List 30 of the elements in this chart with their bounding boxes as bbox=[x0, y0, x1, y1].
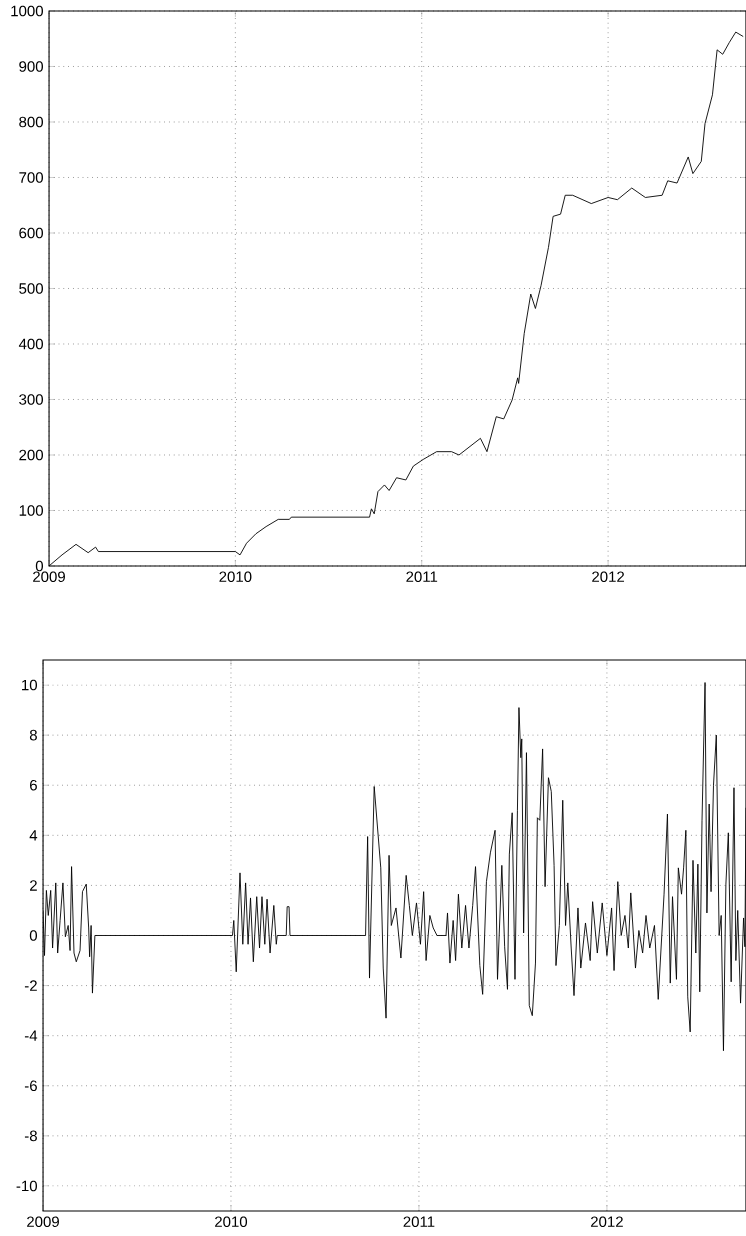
x-tick-label: 2012 bbox=[592, 571, 625, 583]
y-tick-label: -10 bbox=[16, 1180, 37, 1192]
y-tick-label: 300 bbox=[19, 394, 43, 405]
y-tick-label: 600 bbox=[19, 227, 43, 239]
y-tick-label: 100 bbox=[19, 505, 43, 516]
y-tick-label: 900 bbox=[19, 61, 43, 72]
x-tick-label: 2011 bbox=[403, 1216, 435, 1228]
y-tick-label: -2 bbox=[24, 980, 37, 991]
x-tick-label: 2009 bbox=[27, 1216, 59, 1228]
y-tick-label: 6 bbox=[30, 779, 37, 791]
x-tick-label: 2012 bbox=[590, 1216, 623, 1228]
y-tick-label: 200 bbox=[19, 449, 43, 461]
x-tick-label: 2009 bbox=[33, 571, 65, 583]
y-tick-label: 0 bbox=[29, 930, 37, 941]
y-tick-label: 500 bbox=[19, 283, 43, 294]
y-tick-label: 800 bbox=[19, 116, 43, 128]
y-tick-label: 10 bbox=[22, 679, 37, 691]
y-tick-label: -6 bbox=[24, 1080, 37, 1092]
y-tick-label: 0 bbox=[35, 560, 44, 572]
x-tick-label: 2011 bbox=[406, 571, 438, 583]
y-tick-label: 2 bbox=[30, 880, 37, 891]
y-tick-label: 4 bbox=[29, 830, 38, 841]
x-tick-label: 2010 bbox=[215, 1216, 248, 1228]
y-tick-label: -8 bbox=[24, 1130, 37, 1142]
x-tick-label: 2010 bbox=[219, 571, 252, 583]
y-tick-label: 400 bbox=[18, 338, 43, 350]
y-tick-label: 8 bbox=[29, 729, 37, 741]
y-tick-label: 1000 bbox=[11, 5, 43, 17]
y-tick-label: -4 bbox=[24, 1030, 38, 1041]
y-tick-label: 700 bbox=[19, 172, 43, 183]
